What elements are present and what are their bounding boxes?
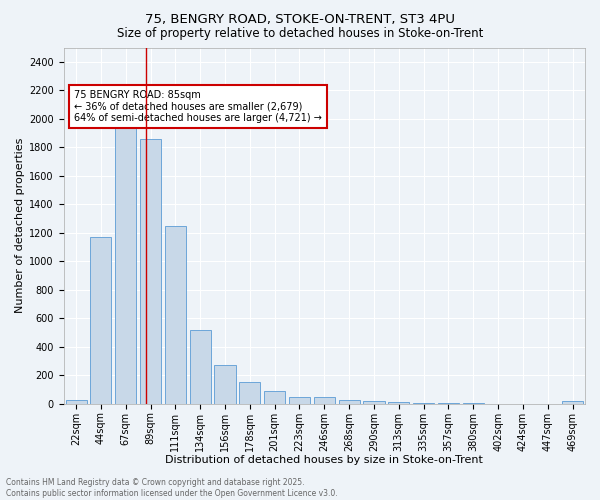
Bar — [115, 119, 136, 404]
Bar — [165, 226, 186, 404]
Text: 75, BENGRY ROAD, STOKE-ON-TRENT, ST3 4PU: 75, BENGRY ROAD, STOKE-ON-TRENT, ST3 4PU — [145, 12, 455, 26]
Text: 75 BENGRY ROAD: 85sqm
← 36% of detached houses are smaller (2,679)
64% of semi-d: 75 BENGRY ROAD: 85sqm ← 36% of detached … — [74, 90, 322, 124]
Bar — [314, 398, 335, 404]
Bar — [214, 364, 236, 404]
Bar — [239, 382, 260, 404]
Bar — [264, 391, 285, 404]
Bar — [289, 398, 310, 404]
Bar — [65, 400, 86, 404]
Bar — [388, 402, 409, 404]
Bar — [338, 400, 359, 404]
Y-axis label: Number of detached properties: Number of detached properties — [15, 138, 25, 314]
Text: Size of property relative to detached houses in Stoke-on-Trent: Size of property relative to detached ho… — [117, 28, 483, 40]
X-axis label: Distribution of detached houses by size in Stoke-on-Trent: Distribution of detached houses by size … — [166, 455, 483, 465]
Bar — [413, 402, 434, 404]
Text: Contains HM Land Registry data © Crown copyright and database right 2025.
Contai: Contains HM Land Registry data © Crown c… — [6, 478, 338, 498]
Bar — [140, 138, 161, 404]
Bar — [190, 330, 211, 404]
Bar — [91, 237, 112, 404]
Bar — [438, 403, 459, 404]
Bar — [562, 401, 583, 404]
Bar — [364, 401, 385, 404]
